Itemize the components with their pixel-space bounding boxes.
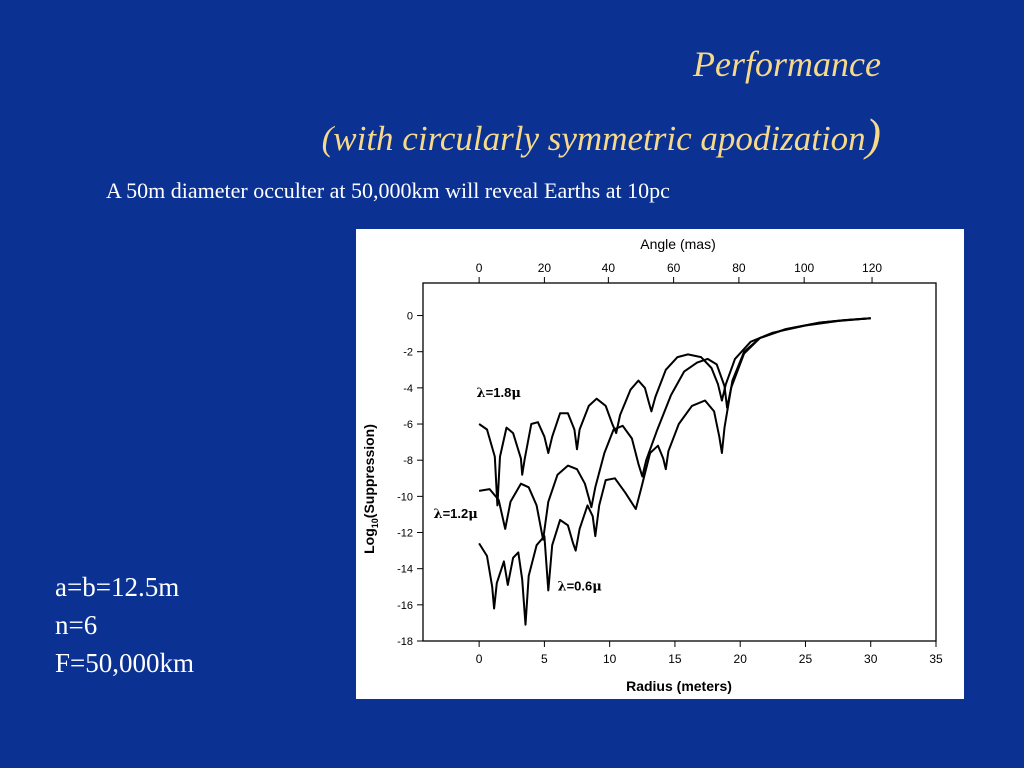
param-n: n=6 <box>55 610 98 640</box>
y-tick-label: -8 <box>403 455 413 467</box>
plot-frame <box>422 282 937 642</box>
y-tick-label: -14 <box>397 564 413 576</box>
y-tick-label: -4 <box>403 383 413 395</box>
slide-subtitle: A 50m diameter occulter at 50,000km will… <box>106 178 670 203</box>
plot-border <box>422 282 937 642</box>
x-tick-label: 20 <box>734 652 748 666</box>
title-close-paren: ) <box>865 109 881 160</box>
top-tick-label: 60 <box>667 261 681 275</box>
x-tick-label: 5 <box>541 652 548 666</box>
x-tick-label: 15 <box>668 652 682 666</box>
x-axis-label: Radius (meters) <box>626 678 732 694</box>
lambda-symbol: λ <box>433 507 442 522</box>
lambda-label-3: λ=0.6μ <box>557 578 602 594</box>
slide-title: Performance <box>693 44 881 84</box>
annotations-group: λ=1.8μλ=1.2μλ=0.6μ <box>433 385 602 594</box>
x-tick-label: 35 <box>929 652 943 666</box>
chart-svg: 0 5 10 15 20 25 30 35 0 -2 -4 -6 -8 -10 -12 -14 -16 -18 0 2… <box>361 236 943 694</box>
param-f: F=50,000km <box>55 648 194 678</box>
lambda-unit: μ <box>468 507 478 522</box>
y-label-prefix: Log <box>361 528 377 554</box>
x-tick-label: 25 <box>799 652 813 666</box>
slide-title-line2: (with circularly symmetric apodization) <box>322 108 881 161</box>
lambda-label-2: λ=1.2μ <box>433 506 478 522</box>
top-axis-label: Angle (mas) <box>640 236 715 252</box>
x-tick-label: 10 <box>603 652 617 666</box>
lambda-symbol: λ <box>477 386 486 401</box>
y-tick-label: -6 <box>403 419 413 431</box>
series-group <box>478 317 871 626</box>
lambda-label-1: λ=1.8μ <box>477 385 522 401</box>
top-tick-label: 120 <box>862 261 882 275</box>
lambda-symbol: λ <box>557 579 566 594</box>
y-tick-label: -12 <box>397 528 413 540</box>
y-tick-label: -16 <box>397 600 413 612</box>
series-line-1 <box>478 317 871 507</box>
y-label-subscript: 10 <box>370 518 380 528</box>
y-tick-label: -2 <box>403 347 413 359</box>
title-line2-text: (with circularly symmetric apodization <box>321 119 866 158</box>
lambda-value: =1.8 <box>486 385 512 400</box>
y-tick-label: 0 <box>407 311 413 323</box>
y-label-suffix: (Suppression) <box>361 424 377 518</box>
x-tick-label: 30 <box>864 652 878 666</box>
param-ab: a=b=12.5m <box>55 572 180 602</box>
y-tick-label: -18 <box>397 636 413 648</box>
x-tick-label: 0 <box>476 652 483 666</box>
y-tick-label: -10 <box>397 491 413 503</box>
series-line-3 <box>478 317 871 626</box>
lambda-value: =1.2 <box>443 506 469 521</box>
top-tick-label: 100 <box>794 261 814 275</box>
suppression-chart: 0 5 10 15 20 25 30 35 0 -2 -4 -6 -8 -10 -12 -14 -16 -18 0 2… <box>356 229 964 699</box>
lambda-unit: μ <box>511 386 521 401</box>
top-tick-label: 80 <box>732 261 746 275</box>
top-tick-label: 20 <box>538 261 552 275</box>
top-tick-label: 0 <box>476 261 483 275</box>
lambda-unit: μ <box>592 579 602 594</box>
top-tick-label: 40 <box>602 261 616 275</box>
parameter-list: a=b=12.5m n=6 F=50,000km <box>55 568 194 682</box>
y-axis-label: Log10(Suppression) <box>361 424 380 554</box>
lambda-value: =0.6 <box>567 578 593 593</box>
series-line-2 <box>478 317 871 541</box>
axis-ticks: 0 5 10 15 20 25 30 35 0 -2 -4 -6 -8 -10 -12 -14 -16 -18 0 2… <box>397 261 943 666</box>
